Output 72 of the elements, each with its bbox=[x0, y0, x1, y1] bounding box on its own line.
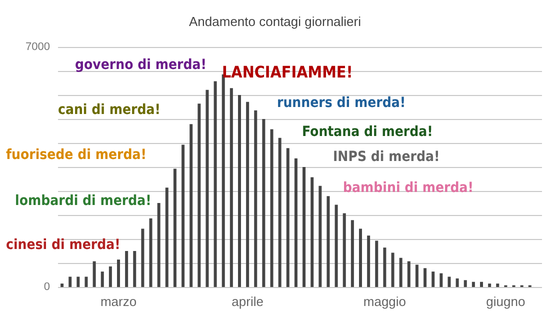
bar bbox=[318, 186, 322, 287]
x-tick-label: maggio bbox=[363, 294, 406, 309]
bar bbox=[326, 196, 330, 287]
x-tick-label: marzo bbox=[100, 294, 137, 309]
bar bbox=[92, 261, 96, 287]
bar bbox=[278, 138, 282, 287]
bar bbox=[182, 144, 185, 287]
bar bbox=[238, 95, 241, 287]
bar bbox=[108, 266, 112, 287]
bar bbox=[310, 177, 314, 287]
bar bbox=[472, 282, 475, 287]
bar bbox=[141, 228, 144, 287]
annotation: INPS di merda! bbox=[333, 149, 440, 165]
bar bbox=[350, 220, 354, 287]
bar bbox=[246, 102, 250, 287]
bar bbox=[391, 252, 394, 287]
bar bbox=[464, 280, 467, 287]
bar bbox=[480, 282, 483, 287]
annotation: runners di merda! bbox=[277, 95, 406, 111]
bar bbox=[399, 258, 402, 287]
bar bbox=[440, 273, 443, 287]
bar bbox=[270, 129, 274, 287]
bar bbox=[125, 251, 128, 287]
bar bbox=[432, 272, 435, 287]
bar bbox=[198, 104, 201, 287]
bar bbox=[149, 218, 152, 287]
bar bbox=[76, 276, 80, 287]
bar bbox=[342, 213, 346, 287]
bar bbox=[456, 278, 459, 287]
y-tick-label: 0 bbox=[44, 281, 50, 293]
bar bbox=[133, 251, 136, 287]
bar bbox=[302, 167, 306, 287]
annotation: lombardi di merda! bbox=[15, 193, 152, 209]
annotation: Fontana di merda! bbox=[302, 124, 433, 140]
annotation: LANCIAFIAMME! bbox=[222, 62, 353, 82]
chart-title: Andamento contagi giornalieri bbox=[189, 14, 362, 29]
bar bbox=[254, 110, 258, 287]
annotation: cinesi di merda! bbox=[6, 237, 120, 253]
bar bbox=[367, 236, 370, 287]
annotation: governo di merda! bbox=[75, 57, 206, 73]
bar bbox=[68, 276, 72, 287]
bar bbox=[496, 284, 500, 287]
bar bbox=[206, 90, 209, 287]
bar bbox=[230, 88, 233, 287]
bar bbox=[84, 276, 88, 287]
bar bbox=[262, 119, 266, 287]
x-tick-label: aprile bbox=[232, 294, 264, 309]
annotation: cani di merda! bbox=[58, 102, 160, 118]
bar bbox=[383, 248, 386, 287]
bar bbox=[173, 168, 176, 287]
bar bbox=[415, 264, 418, 287]
bar bbox=[222, 74, 225, 287]
bar bbox=[448, 276, 451, 287]
annotation: bambini di merda! bbox=[343, 180, 474, 196]
bar bbox=[488, 284, 492, 287]
bar bbox=[214, 81, 217, 287]
bar bbox=[100, 272, 104, 287]
bar bbox=[359, 228, 362, 287]
bar bbox=[424, 268, 427, 287]
bar bbox=[407, 261, 410, 287]
x-tick-label: giugno bbox=[486, 294, 526, 309]
bar bbox=[60, 284, 64, 287]
bar bbox=[190, 124, 193, 287]
bar bbox=[165, 188, 168, 287]
bar bbox=[117, 260, 120, 287]
bar bbox=[286, 148, 290, 287]
bar bbox=[334, 204, 338, 287]
bar bbox=[375, 240, 378, 287]
bar bbox=[294, 158, 298, 287]
annotation: fuorisede di merda! bbox=[6, 147, 146, 163]
bar bbox=[157, 203, 160, 287]
y-tick-label: 7000 bbox=[26, 41, 50, 53]
